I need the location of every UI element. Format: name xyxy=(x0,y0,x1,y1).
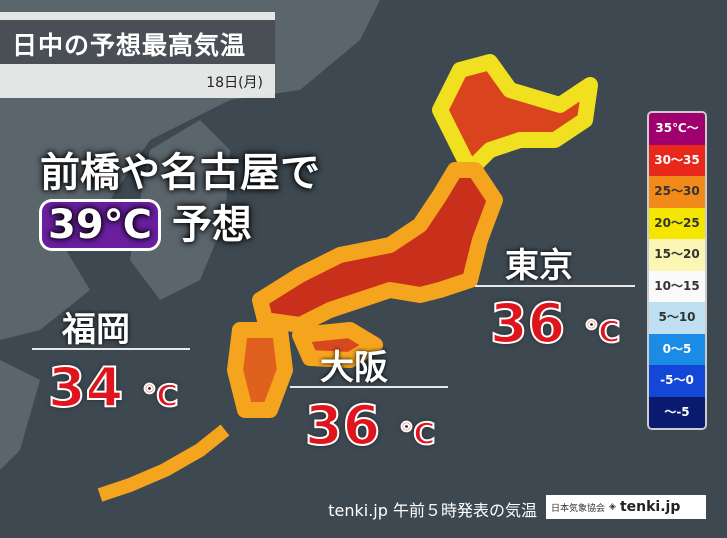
shikoku xyxy=(292,322,383,368)
city-name-fukuoka: 福岡 xyxy=(62,310,130,350)
headline-temp: 39℃ xyxy=(42,202,159,248)
japan xyxy=(97,54,598,502)
honshu xyxy=(252,162,503,333)
ryukyu xyxy=(97,424,230,502)
temp-fukuoka: 34 ℃ xyxy=(47,355,179,420)
temp-tokyo: 36 ℃ xyxy=(489,291,621,356)
temperature-legend: 35℃〜 30〜35 25〜30 20〜25 15〜20 10〜15 5〜10 0〜5 -5〜0… xyxy=(647,111,707,430)
legend-item: 10〜15 xyxy=(649,270,705,302)
temp-osaka: 36 ℃ xyxy=(304,393,436,458)
legend-item: 5〜10 xyxy=(649,302,705,334)
logo-org: 日本気象協会 xyxy=(551,503,606,514)
china-coast xyxy=(0,360,40,470)
header-box: 日中の予想最高気温 18日(月) xyxy=(0,12,275,98)
korea xyxy=(130,120,230,300)
kyushu xyxy=(227,322,293,418)
legend-item: 〜-5 xyxy=(649,396,705,428)
legend-item: 35℃〜 xyxy=(649,113,705,145)
tenki-logo: 日本気象協会 ◈ tenki.jp xyxy=(546,495,706,519)
city-name-osaka: 大阪 xyxy=(320,348,388,388)
logo-brand: tenki.jp xyxy=(619,499,681,515)
divider xyxy=(32,348,190,350)
legend-item: 30〜35 xyxy=(649,144,705,176)
hokkaido xyxy=(432,54,598,178)
legend-item: -5〜0 xyxy=(649,365,705,397)
headline-line2: 予想 xyxy=(172,202,253,248)
divider xyxy=(290,386,448,388)
city-name-tokyo: 東京 xyxy=(505,246,573,286)
cube-icon: ◈ xyxy=(609,502,616,512)
legend-item: 20〜25 xyxy=(649,207,705,239)
legend-item: 25〜30 xyxy=(649,176,705,208)
map-title: 日中の予想最高気温 xyxy=(0,20,275,64)
legend-item: 0〜5 xyxy=(649,333,705,365)
divider xyxy=(475,285,635,287)
legend-item: 15〜20 xyxy=(649,239,705,271)
forecast-date: 18日(月) xyxy=(206,75,263,91)
headline-line1: 前橋や名古屋で xyxy=(40,150,320,196)
headline-line2-wrap: 39℃ 予想 xyxy=(42,192,252,250)
footer-source: tenki.jp 午前５時発表の気温 xyxy=(328,501,537,520)
